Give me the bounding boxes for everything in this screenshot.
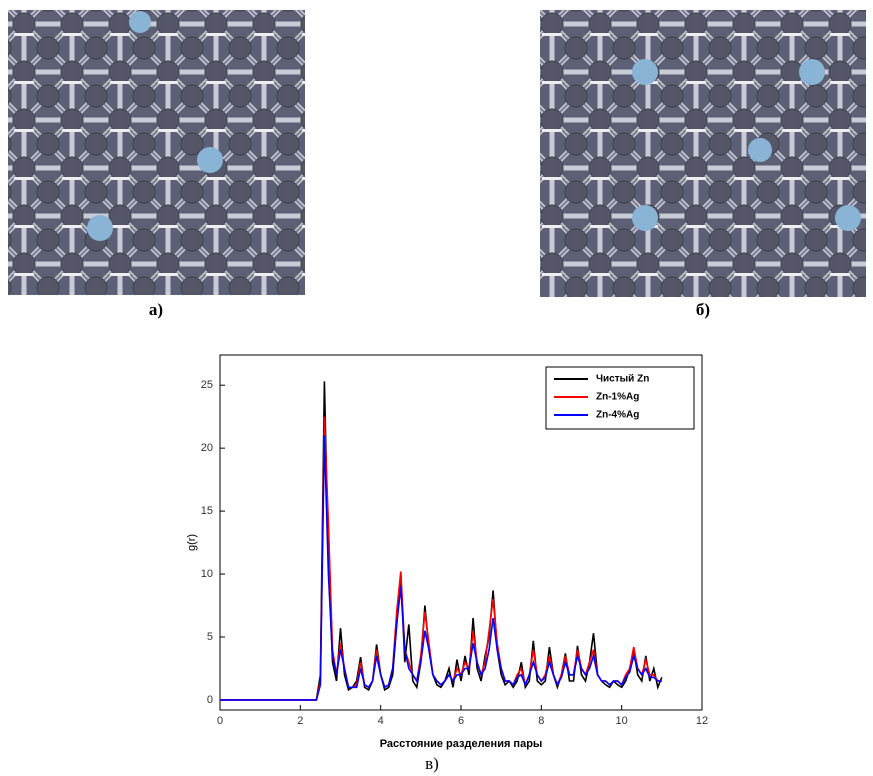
x-axis-label: Расстояние разделения пары	[380, 738, 543, 750]
y-tick-label: 25	[201, 379, 213, 391]
legend-label: Zn-4%Ag	[596, 410, 639, 421]
structure-image-b	[540, 10, 866, 297]
panel-label: а)	[149, 300, 163, 319]
x-tick-label: 10	[616, 715, 628, 727]
x-tick-label: 4	[378, 715, 384, 727]
y-tick-label: 20	[201, 442, 213, 454]
y-tick-label: 10	[201, 568, 213, 580]
figure-canvas: а) б) в) 0 2 4 6 8 10 12 0 5 10 15 20 25 Расстояние р…	[0, 0, 873, 776]
legend-label: Zn-1%Ag	[596, 392, 639, 403]
x-tick-label: 8	[538, 715, 544, 727]
y-axis-label: g(r)	[186, 534, 198, 551]
series-line	[220, 417, 662, 700]
y-tick-label: 15	[201, 505, 213, 517]
figure: а) б) в) 0 2 4 6 8 10 12 0 5 10 15 20 25 Расстояние р…	[0, 0, 873, 776]
y-tick-label: 0	[207, 694, 213, 706]
chart: 0 2 4 6 8 10 12 0 5 10 15 20 25 Расстояние разделения…	[186, 355, 708, 750]
legend-label: Чистый Zn	[596, 374, 649, 385]
y-tick-label: 5	[207, 631, 213, 643]
panel-label: б)	[696, 300, 710, 319]
panel-label: в)	[425, 754, 439, 773]
x-tick-label: 2	[297, 715, 303, 727]
x-tick-label: 6	[458, 715, 464, 727]
x-tick-label: 0	[217, 715, 223, 727]
structure-image-a	[8, 10, 305, 295]
legend: Чистый Zn Zn-1%Ag Zn-4%Ag	[546, 367, 694, 429]
x-tick-label: 12	[696, 715, 708, 727]
